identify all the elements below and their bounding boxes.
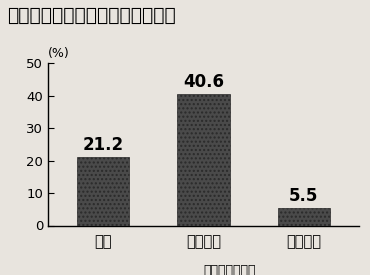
Text: 5.5: 5.5 [289,187,319,205]
Text: 21.2: 21.2 [83,136,124,154]
Text: (%): (%) [48,47,70,60]
Text: （出所）金融庁: （出所）金融庁 [203,264,256,275]
Text: 40.6: 40.6 [183,73,224,91]
Bar [77,157,129,226]
Text: 決済用預金の金融機関別導入割合: 決済用預金の金融機関別導入割合 [7,6,176,24]
Bar [178,94,229,225]
Bar [278,208,330,226]
